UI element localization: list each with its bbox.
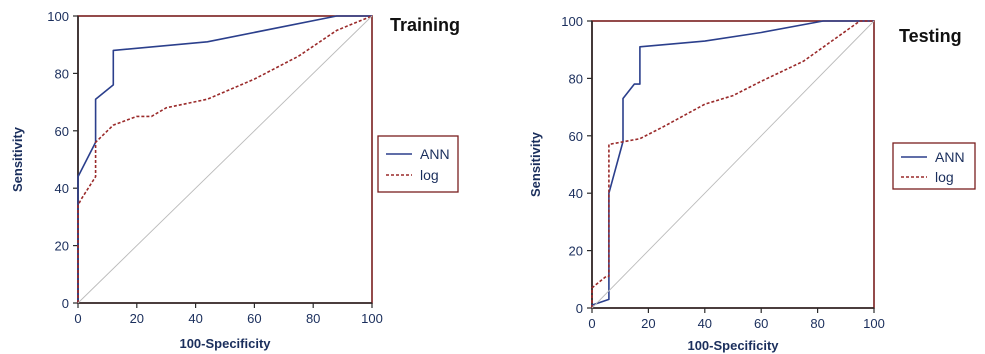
chart-1-y-tick-label: 40 [55, 181, 69, 196]
chart-1-y-tick-label: 20 [55, 239, 69, 254]
chart-2-x-tick-label: 20 [641, 316, 655, 331]
chart-2-y-tick-label: 40 [569, 186, 583, 201]
chart-1-x-tick-label: 60 [247, 311, 261, 326]
chart-1-x-tick-label: 0 [74, 311, 81, 326]
chart-2-x-tick-label: 60 [754, 316, 768, 331]
chart-2-x-tick-label: 100 [863, 316, 885, 331]
chart-2-series-reference [591, 20, 875, 309]
chart-2-y-axis-label: Sensitivity [528, 131, 543, 197]
chart-2-legend-label-log: log [935, 169, 954, 185]
chart-1-series-reference [77, 15, 373, 304]
chart-2-y-tick-label: 80 [569, 71, 583, 86]
chart-2-title: Testing [899, 26, 962, 46]
chart-1-series-log [77, 15, 373, 303]
chart-1-y-tick-label: 100 [47, 9, 69, 24]
chart-2-legend-box [892, 142, 976, 190]
chart-1-y-tick-label: 60 [55, 124, 69, 139]
chart-1-legend-label-log: log [420, 167, 439, 183]
chart-1-x-tick-label: 40 [188, 311, 202, 326]
chart-1-x-tick-label: 20 [130, 311, 144, 326]
chart-1-y-tick-label: 80 [55, 66, 69, 81]
chart-2-series-log [591, 20, 874, 308]
chart-2-legend-label-ann: ANN [935, 149, 965, 165]
chart-1-x-axis-label: 100-Specificity [179, 336, 271, 351]
chart-2-x-tick-label: 40 [698, 316, 712, 331]
chart-2-y-tick-label: 0 [576, 301, 583, 316]
chart-2-x-tick-label: 80 [810, 316, 824, 331]
chart-1-legend-label-ann: ANN [420, 146, 450, 162]
chart-1-y-tick-label: 0 [62, 296, 69, 311]
chart-1-title: Training [390, 15, 460, 35]
chart-1-legend-box [377, 135, 459, 193]
chart-1-x-tick-label: 100 [361, 311, 383, 326]
chart-1-y-axis-label: Sensitivity [10, 126, 25, 192]
chart-2-y-tick-label: 20 [569, 244, 583, 259]
chart-2-x-axis-label: 100-Specificity [687, 338, 779, 353]
chart-1-series-ann [77, 15, 372, 303]
chart-2-y-tick-label: 100 [561, 14, 583, 29]
chart-1-x-tick-label: 80 [306, 311, 320, 326]
chart-2-x-tick-label: 0 [588, 316, 595, 331]
chart-2-y-tick-label: 60 [569, 129, 583, 144]
chart-2-series-ann [591, 20, 874, 308]
